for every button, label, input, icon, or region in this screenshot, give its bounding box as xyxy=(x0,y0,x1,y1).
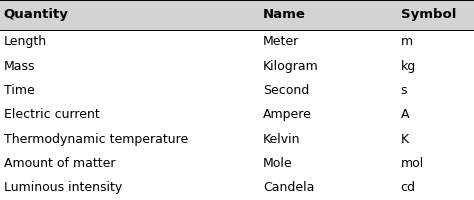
Text: Candela: Candela xyxy=(263,181,314,194)
Text: Ampere: Ampere xyxy=(263,108,312,121)
Text: Second: Second xyxy=(263,84,310,97)
Text: Luminous intensity: Luminous intensity xyxy=(4,181,122,194)
Text: Name: Name xyxy=(263,8,306,21)
Text: Amount of matter: Amount of matter xyxy=(4,157,115,170)
Text: mol: mol xyxy=(401,157,424,170)
Text: kg: kg xyxy=(401,60,416,73)
Text: Length: Length xyxy=(4,35,47,48)
Text: A: A xyxy=(401,108,409,121)
Text: m: m xyxy=(401,35,413,48)
Text: K: K xyxy=(401,133,409,146)
Bar xyxy=(0,0,474,30)
Text: Time: Time xyxy=(4,84,35,97)
Text: Kelvin: Kelvin xyxy=(263,133,301,146)
Text: Electric current: Electric current xyxy=(4,108,100,121)
Text: Kilogram: Kilogram xyxy=(263,60,319,73)
Text: s: s xyxy=(401,84,407,97)
Text: Thermodynamic temperature: Thermodynamic temperature xyxy=(4,133,188,146)
Bar xyxy=(0,30,474,200)
Text: cd: cd xyxy=(401,181,416,194)
Text: Mole: Mole xyxy=(263,157,293,170)
Text: Quantity: Quantity xyxy=(4,8,69,21)
Text: Meter: Meter xyxy=(263,35,299,48)
Text: Symbol: Symbol xyxy=(401,8,456,21)
Text: Mass: Mass xyxy=(4,60,35,73)
